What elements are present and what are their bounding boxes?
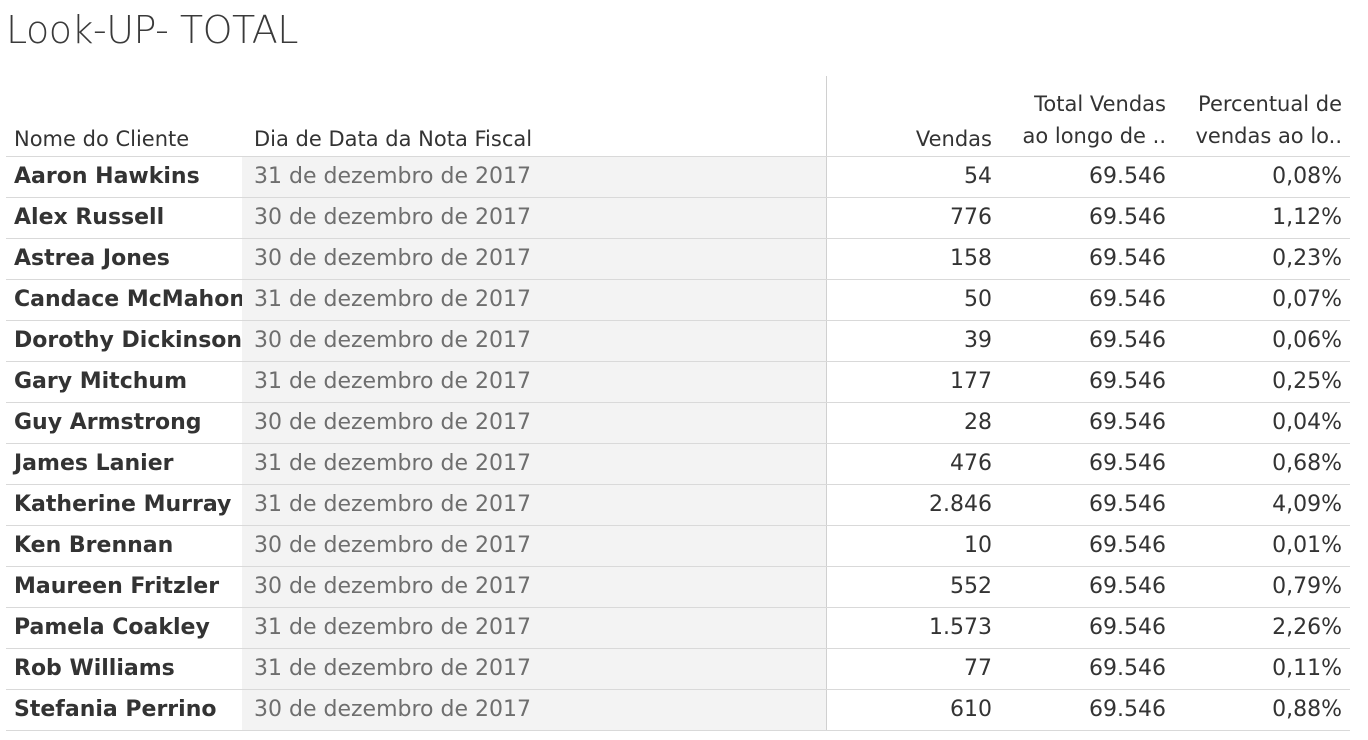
cell-vendas: 28 xyxy=(826,403,998,443)
table-row[interactable]: Candace McMahon 31 de dezembro de 2017 50 6… xyxy=(6,280,1350,321)
cell-vendas: 10 xyxy=(826,526,998,566)
cell-vendas: 77 xyxy=(826,649,998,689)
cell-dia-de-data: 31 de dezembro de 2017 xyxy=(242,157,826,197)
cell-total-vendas: 69.546 xyxy=(1089,451,1166,476)
cell-total-vendas: 69.546 xyxy=(1089,615,1166,640)
cell-nome-do-cliente: Ken Brennan xyxy=(14,533,174,558)
table-row[interactable]: Astrea Jones 30 de dezembro de 2017 158 69.… xyxy=(6,239,1350,280)
cell-nome-do-cliente: Pamela Coakley xyxy=(14,615,210,640)
table-body: Aaron Hawkins 31 de dezembro de 2017 54 69.… xyxy=(6,157,1350,731)
cell-dia-de-data: 31 de dezembro de 2017 xyxy=(242,280,826,320)
cell-vendas: 50 xyxy=(826,280,998,320)
cell-total-vendas: 69.546 xyxy=(1089,205,1166,230)
cell-total-vendas: 69.546 xyxy=(1089,287,1166,312)
header-percentual[interactable]: Percentual de vendas ao lo.. xyxy=(1172,76,1350,156)
cell-total-vendas: 69.546 xyxy=(1089,410,1166,435)
cell-total-vendas: 69.546 xyxy=(1089,492,1166,517)
cell-percentual: 0,06% xyxy=(1272,328,1342,353)
cell-dia-de-data: 30 de dezembro de 2017 xyxy=(242,690,826,730)
cell-dia-de-data: 30 de dezembro de 2017 xyxy=(242,526,826,566)
cell-percentual: 0,11% xyxy=(1272,656,1342,681)
table-row[interactable]: Rob Williams 31 de dezembro de 2017 77 69.5… xyxy=(6,649,1350,690)
cell-vendas: 610 xyxy=(826,690,998,730)
cell-percentual: 0,04% xyxy=(1272,410,1342,435)
header-vendas[interactable]: Vendas xyxy=(826,76,998,156)
cell-nome-do-cliente: Gary Mitchum xyxy=(14,369,187,394)
cell-total-vendas: 69.546 xyxy=(1089,246,1166,271)
cell-percentual: 0,79% xyxy=(1272,574,1342,599)
cell-percentual: 0,08% xyxy=(1272,164,1342,189)
cell-dia-de-data: 30 de dezembro de 2017 xyxy=(242,239,826,279)
cell-dia-de-data: 30 de dezembro de 2017 xyxy=(242,567,826,607)
cell-percentual: 0,25% xyxy=(1272,369,1342,394)
cell-vendas: 54 xyxy=(826,157,998,197)
cell-nome-do-cliente: Katherine Murray xyxy=(14,492,232,517)
cell-percentual: 0,68% xyxy=(1272,451,1342,476)
cell-dia-de-data: 31 de dezembro de 2017 xyxy=(242,485,826,525)
header-total-vendas-line-2: ao longo de .. xyxy=(1022,124,1166,148)
cell-nome-do-cliente: Dorothy Dickinson xyxy=(14,328,242,353)
cell-vendas: 476 xyxy=(826,444,998,484)
cell-nome-do-cliente: Rob Williams xyxy=(14,656,175,681)
cell-nome-do-cliente: Stefania Perrino xyxy=(14,697,217,722)
table-row[interactable]: Stefania Perrino 30 de dezembro de 2017 61… xyxy=(6,690,1350,731)
header-total-vendas[interactable]: Total Vendas ao longo de .. xyxy=(998,76,1172,156)
cell-total-vendas: 69.546 xyxy=(1089,574,1166,599)
table-row[interactable]: Guy Armstrong 30 de dezembro de 2017 28 69.… xyxy=(6,403,1350,444)
cell-dia-de-data: 31 de dezembro de 2017 xyxy=(242,362,826,402)
page-title: Look-UP- TOTAL xyxy=(6,8,298,52)
cell-nome-do-cliente: James Lanier xyxy=(14,451,174,476)
cell-percentual: 0,01% xyxy=(1272,533,1342,558)
header-total-vendas-line-1: Total Vendas xyxy=(1034,92,1166,116)
cell-percentual: 0,88% xyxy=(1272,697,1342,722)
table-row[interactable]: Maureen Fritzler 30 de dezembro de 2017 55… xyxy=(6,567,1350,608)
header-dia-de-data[interactable]: Dia de Data da Nota Fiscal xyxy=(254,127,533,151)
cell-vendas: 2.846 xyxy=(826,485,998,525)
cell-nome-do-cliente: Astrea Jones xyxy=(14,246,170,271)
cell-percentual: 2,26% xyxy=(1272,615,1342,640)
table-header: Nome do Cliente Dia de Data da Nota Fisc… xyxy=(6,76,1350,157)
table-row[interactable]: Aaron Hawkins 31 de dezembro de 2017 54 69.… xyxy=(6,157,1350,198)
cell-vendas: 552 xyxy=(826,567,998,607)
cell-total-vendas: 69.546 xyxy=(1089,164,1166,189)
cell-vendas: 776 xyxy=(826,198,998,238)
table-row[interactable]: Katherine Murray 31 de dezembro de 2017 2.… xyxy=(6,485,1350,526)
cell-dia-de-data: 31 de dezembro de 2017 xyxy=(242,649,826,689)
data-table: Nome do Cliente Dia de Data da Nota Fisc… xyxy=(6,76,1350,731)
cell-vendas: 177 xyxy=(826,362,998,402)
cell-total-vendas: 69.546 xyxy=(1089,697,1166,722)
cell-percentual: 0,07% xyxy=(1272,287,1342,312)
cell-dia-de-data: 30 de dezembro de 2017 xyxy=(242,321,826,361)
table-row[interactable]: Pamela Coakley 31 de dezembro de 2017 1.57… xyxy=(6,608,1350,649)
cell-nome-do-cliente: Candace McMahon xyxy=(14,287,242,312)
cell-dia-de-data: 31 de dezembro de 2017 xyxy=(242,608,826,648)
cell-vendas: 158 xyxy=(826,239,998,279)
cell-dia-de-data: 30 de dezembro de 2017 xyxy=(242,198,826,238)
cell-dia-de-data: 31 de dezembro de 2017 xyxy=(242,444,826,484)
cell-total-vendas: 69.546 xyxy=(1089,328,1166,353)
header-percentual-line-2: vendas ao lo.. xyxy=(1195,124,1342,148)
cell-vendas: 1.573 xyxy=(826,608,998,648)
cell-nome-do-cliente: Guy Armstrong xyxy=(14,410,202,435)
header-nome-do-cliente[interactable]: Nome do Cliente xyxy=(14,127,190,151)
cell-total-vendas: 69.546 xyxy=(1089,533,1166,558)
table-row[interactable]: James Lanier 31 de dezembro de 2017 476 69.… xyxy=(6,444,1350,485)
table-row[interactable]: Gary Mitchum 31 de dezembro de 2017 177 69.… xyxy=(6,362,1350,403)
table-row[interactable]: Alex Russell 30 de dezembro de 2017 776 69.… xyxy=(6,198,1350,239)
cell-vendas: 39 xyxy=(826,321,998,361)
cell-percentual: 1,12% xyxy=(1272,205,1342,230)
cell-nome-do-cliente: Alex Russell xyxy=(14,205,165,230)
header-percentual-line-1: Percentual de xyxy=(1198,92,1342,116)
table-row[interactable]: Dorothy Dickinson 30 de dezembro de 2017 3… xyxy=(6,321,1350,362)
cell-dia-de-data: 30 de dezembro de 2017 xyxy=(242,403,826,443)
cell-percentual: 4,09% xyxy=(1272,492,1342,517)
table-row[interactable]: Ken Brennan 30 de dezembro de 2017 10 69.54… xyxy=(6,526,1350,567)
cell-nome-do-cliente: Maureen Fritzler xyxy=(14,574,220,599)
cell-total-vendas: 69.546 xyxy=(1089,369,1166,394)
cell-percentual: 0,23% xyxy=(1272,246,1342,271)
cell-total-vendas: 69.546 xyxy=(1089,656,1166,681)
cell-nome-do-cliente: Aaron Hawkins xyxy=(14,164,200,189)
